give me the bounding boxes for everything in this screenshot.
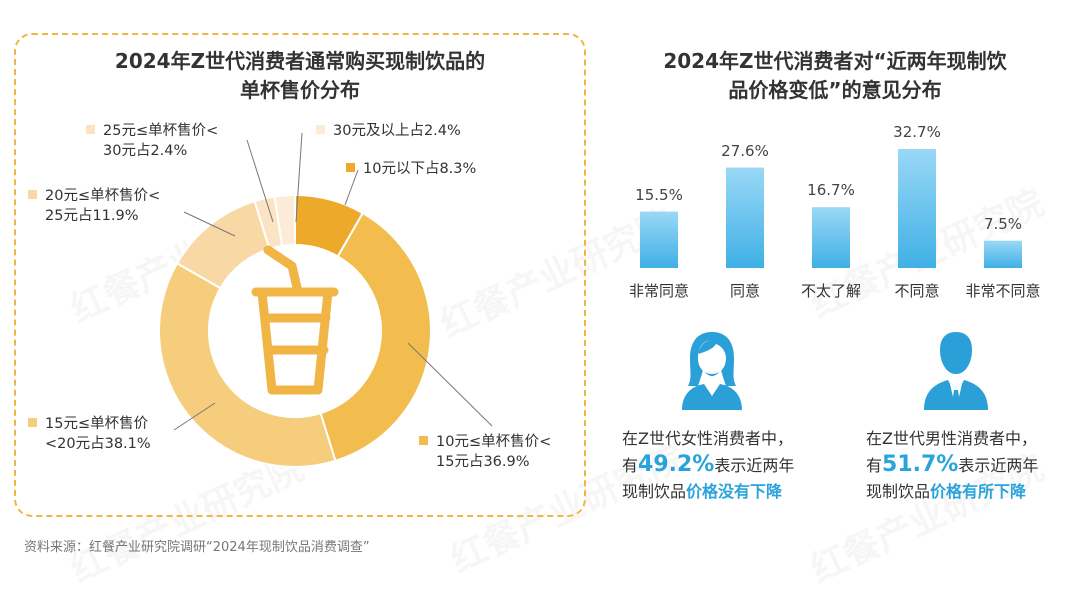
bar xyxy=(984,240,1022,268)
bar xyxy=(898,149,936,268)
bar xyxy=(726,167,764,268)
female-percentage: 49.2% xyxy=(638,452,715,477)
bar-category-label: 非常同意 xyxy=(628,282,689,300)
slice-label-25-30: 25元≤单杯售价< 30元占2.4% xyxy=(86,121,218,161)
bar-value-label: 32.7% xyxy=(893,123,941,141)
bar-value-label: 7.5% xyxy=(983,214,1023,233)
bar-chart xyxy=(640,149,1022,268)
leader-line xyxy=(407,342,493,427)
bar-value-label: 16.7% xyxy=(807,181,855,200)
female-user-icon xyxy=(682,332,742,410)
source-note: 资料来源：红餐产业研究院调研“2024年现制饮品消费调查” xyxy=(24,540,370,555)
bar-value-label: 27.6% xyxy=(721,141,769,160)
leader-line xyxy=(344,169,359,206)
donut-slice xyxy=(273,193,296,248)
slice-label-20-25: 20元≤单杯售价< 25元占11.9% xyxy=(28,186,160,226)
bar-category-label: 非常不同意 xyxy=(965,282,1041,300)
leader-line xyxy=(183,211,236,237)
slice-label-30-above: 30元及以上占2.4% xyxy=(316,121,461,141)
drink-cup-icon xyxy=(251,245,339,395)
leader-line xyxy=(295,132,303,223)
right-chart-title-line1: 2024年Z世代消费者对“近两年现制饮 xyxy=(663,49,1007,73)
leader-line xyxy=(173,402,216,431)
slice-label-15-20: 15元≤单杯售价 <20元占38.1% xyxy=(28,414,151,454)
male-finding: 在Z世代男性消费者中， 有51.7%表示近两年 现制饮品价格有所下降 xyxy=(866,429,1039,501)
female-finding: 在Z世代女性消费者中， 有49.2%表示近两年 现制饮品价格没有下降 xyxy=(622,429,795,501)
bar-category-label: 同意 xyxy=(729,282,760,300)
donut-slice xyxy=(319,211,432,463)
male-user-icon xyxy=(924,332,988,410)
slice-label-10-below: 10元以下占8.3% xyxy=(346,159,476,179)
slice-label-10-15: 10元≤单杯售价< 15元占36.9% xyxy=(419,432,551,472)
donut-chart xyxy=(158,132,493,468)
left-chart-title-line1: 2024年Z世代消费者通常购买现制饮品的 xyxy=(114,49,486,73)
male-percentage: 51.7% xyxy=(882,452,959,477)
right-chart-title-line2: 品价格变低”的意见分布 xyxy=(728,78,942,102)
leader-line xyxy=(246,139,274,223)
bar-category-label: 不同意 xyxy=(894,282,940,300)
bar-value-label: 15.5% xyxy=(635,185,683,204)
bar xyxy=(640,211,678,268)
bar xyxy=(812,207,850,268)
donut-slice xyxy=(158,261,337,468)
left-chart-title-line2: 单杯售价分布 xyxy=(240,78,360,102)
price-distribution-panel xyxy=(14,33,586,517)
bar-category-label: 不太了解 xyxy=(800,282,861,300)
